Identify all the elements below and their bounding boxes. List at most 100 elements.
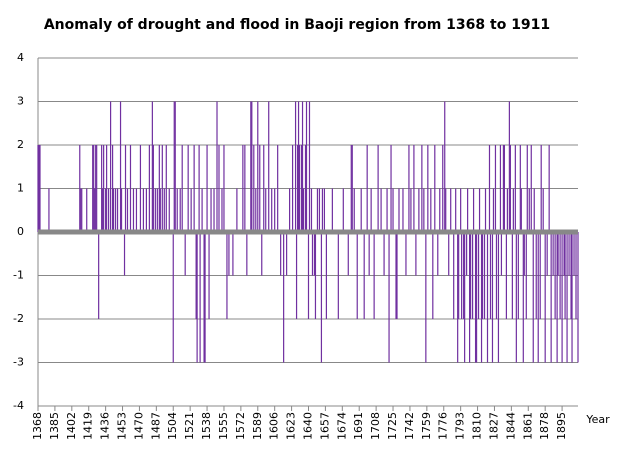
chart-title: Anomaly of drought and flood in Baoji re… (44, 17, 550, 33)
bar (360, 188, 362, 232)
bar (396, 232, 398, 319)
bar (152, 145, 154, 232)
bar (226, 232, 228, 319)
bar (101, 145, 103, 232)
bar (512, 188, 514, 232)
bar (257, 101, 259, 232)
bar (321, 188, 324, 232)
bar (81, 188, 83, 232)
bar (123, 232, 126, 276)
bar (483, 232, 486, 319)
bar (509, 145, 511, 232)
bar (325, 232, 327, 319)
bar (571, 232, 573, 363)
bar (244, 145, 246, 232)
x-tick-label: 1538 (200, 412, 213, 440)
bar (199, 232, 201, 363)
bar (158, 145, 160, 232)
bar (405, 232, 407, 276)
x-tick-label: 1776 (437, 412, 450, 440)
bar (474, 232, 477, 363)
y-tick-label: 3 (17, 95, 24, 108)
bar (484, 188, 487, 232)
bar (151, 101, 153, 232)
y-tick-label: -3 (13, 356, 24, 369)
bar (519, 145, 521, 232)
bar (236, 188, 238, 232)
bar (546, 232, 548, 276)
bar (173, 101, 175, 232)
bar (390, 145, 392, 232)
x-tick-label: 1521 (183, 412, 196, 440)
x-tick-label: 1385 (48, 412, 61, 440)
bar (208, 232, 210, 319)
bar (263, 145, 265, 232)
bar (139, 145, 142, 232)
bar (557, 232, 559, 276)
bar (184, 232, 186, 276)
bar (564, 232, 566, 319)
bar (95, 145, 97, 232)
bar (395, 232, 397, 319)
bar (311, 232, 314, 276)
bar (301, 101, 304, 232)
bar (37, 145, 39, 232)
bar (193, 145, 195, 232)
bar (39, 145, 41, 232)
bar (168, 188, 170, 232)
bar (106, 145, 108, 232)
bar (79, 145, 81, 232)
bar (508, 101, 510, 232)
bar (265, 188, 267, 232)
x-tick-label: 1640 (301, 412, 314, 440)
bar (520, 188, 522, 232)
bar (300, 145, 303, 232)
bar (477, 232, 480, 319)
bar (457, 232, 459, 363)
bar (526, 145, 528, 232)
bar (398, 188, 400, 232)
bar (539, 232, 541, 319)
x-tick-label: 1657 (318, 412, 331, 440)
bar (575, 232, 577, 319)
bar (165, 145, 167, 232)
bar (444, 101, 446, 232)
bar (261, 232, 263, 276)
bar (499, 145, 502, 232)
bar (204, 232, 206, 363)
x-tick-label: 1419 (82, 412, 95, 440)
x-tick-label: 1895 (555, 412, 568, 440)
bar (511, 232, 513, 319)
bar (221, 188, 223, 232)
x-tick-label: 1368 (31, 412, 44, 440)
bar (216, 101, 218, 232)
bar (142, 188, 145, 232)
bar (305, 101, 308, 232)
bar (368, 232, 370, 276)
bar (289, 188, 291, 232)
bar (218, 145, 220, 232)
y-tick-label: -2 (13, 312, 24, 325)
bar (573, 232, 575, 276)
bar (453, 232, 455, 319)
bar (432, 232, 434, 319)
bar (488, 145, 491, 232)
bar (559, 232, 561, 319)
bar (176, 188, 178, 232)
bar (458, 232, 460, 319)
bar (486, 232, 489, 363)
bar (460, 188, 462, 232)
bar (554, 232, 556, 319)
bar (373, 232, 375, 319)
bar (552, 232, 554, 276)
bar (310, 188, 313, 232)
bar (437, 232, 439, 276)
bar (294, 101, 297, 232)
bar (156, 188, 158, 232)
bar (478, 188, 481, 232)
bar (159, 188, 161, 232)
bar (500, 232, 503, 276)
bar (517, 232, 519, 319)
bar (450, 188, 452, 232)
bar (108, 188, 110, 232)
